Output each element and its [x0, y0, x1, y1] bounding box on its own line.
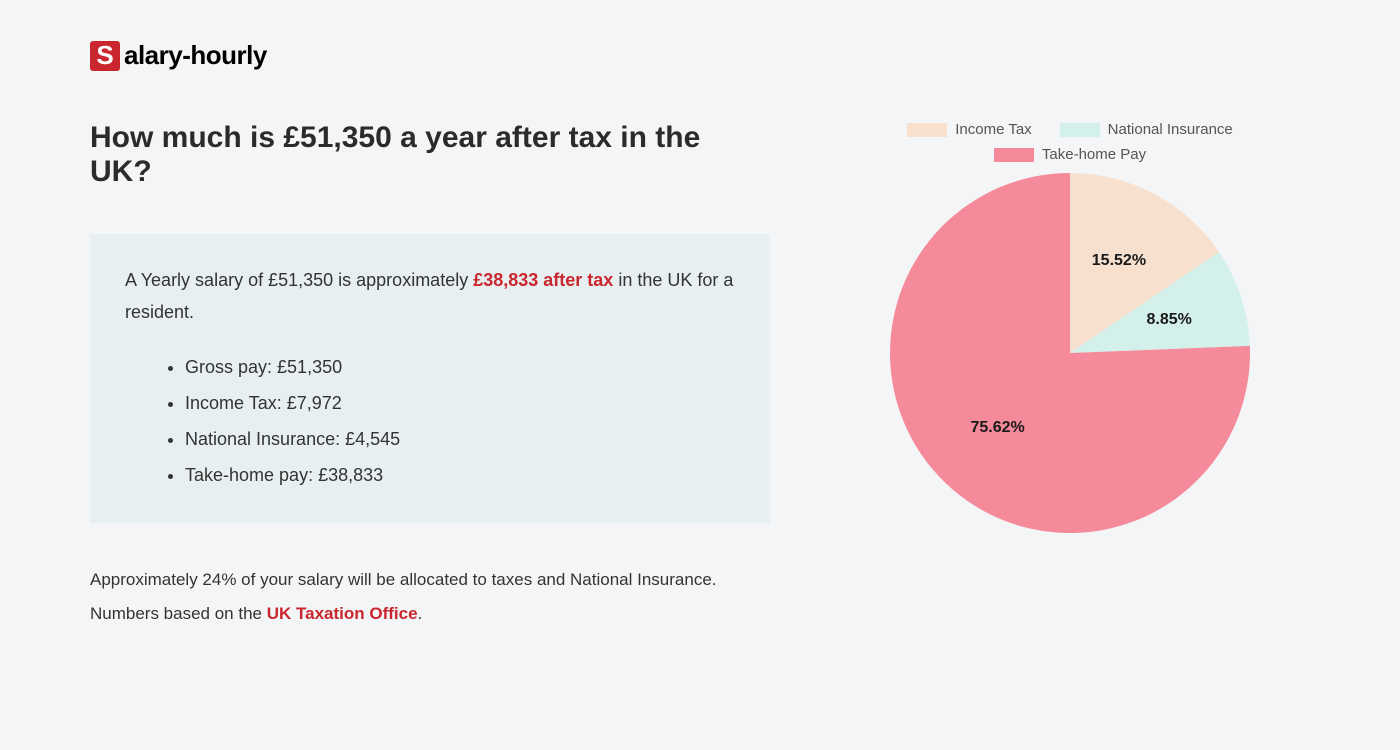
- pie-slice-label: 8.85%: [1146, 311, 1191, 329]
- summary-prefix: A Yearly salary of £51,350 is approximat…: [125, 270, 473, 290]
- list-item: National Insurance: £4,545: [185, 421, 735, 457]
- taxation-office-link[interactable]: UK Taxation Office: [267, 604, 418, 623]
- legend-label: National Insurance: [1108, 121, 1233, 138]
- list-item: Income Tax: £7,972: [185, 385, 735, 421]
- pie-slice-label: 75.62%: [971, 419, 1025, 437]
- legend-item: National Insurance: [1060, 121, 1233, 138]
- chart-legend: Income Tax National Insurance Take-home …: [830, 121, 1310, 163]
- logo-initial-icon: S: [90, 41, 120, 71]
- summary-box: A Yearly salary of £51,350 is approximat…: [90, 234, 770, 523]
- chart-column: Income Tax National Insurance Take-home …: [830, 121, 1310, 631]
- pie-svg: [890, 173, 1250, 533]
- legend-swatch-icon: [907, 123, 947, 137]
- list-item: Gross pay: £51,350: [185, 349, 735, 385]
- pie-slice-label: 15.52%: [1092, 252, 1146, 270]
- breakdown-list: Gross pay: £51,350 Income Tax: £7,972 Na…: [125, 349, 735, 493]
- footer-line1: Approximately 24% of your salary will be…: [90, 570, 717, 589]
- legend-swatch-icon: [1060, 123, 1100, 137]
- logo-text: alary-hourly: [124, 40, 267, 71]
- legend-swatch-icon: [994, 148, 1034, 162]
- left-column: How much is £51,350 a year after tax in …: [90, 121, 770, 631]
- footer-line2-prefix: Numbers based on the: [90, 604, 267, 623]
- pie-chart: 15.52% 8.85% 75.62%: [890, 173, 1250, 533]
- page-title: How much is £51,350 a year after tax in …: [90, 121, 770, 189]
- legend-label: Income Tax: [955, 121, 1031, 138]
- legend-label: Take-home Pay: [1042, 146, 1146, 163]
- list-item: Take-home pay: £38,833: [185, 457, 735, 493]
- legend-item: Take-home Pay: [994, 146, 1146, 163]
- summary-highlight: £38,833 after tax: [473, 270, 613, 290]
- summary-text: A Yearly salary of £51,350 is approximat…: [125, 264, 735, 329]
- legend-item: Income Tax: [907, 121, 1031, 138]
- logo: S alary-hourly: [90, 40, 1310, 71]
- footer-text: Approximately 24% of your salary will be…: [90, 563, 770, 631]
- footer-line2-suffix: .: [418, 604, 423, 623]
